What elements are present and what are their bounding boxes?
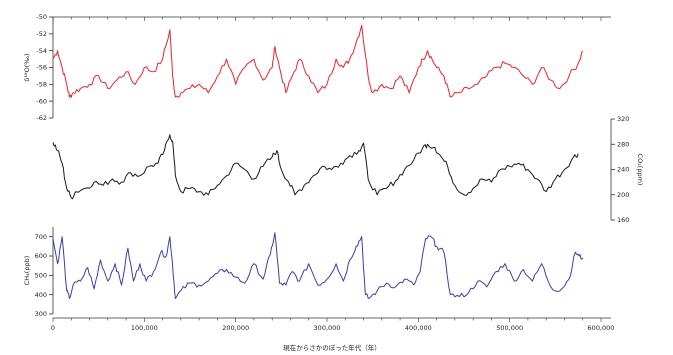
x-axis: 0 100,000 200,000 300,000 400,000 500,000 600,… bbox=[51, 317, 615, 352]
co2-y-tick-label: 240 bbox=[617, 166, 629, 174]
x-tick-label: 300,000 bbox=[314, 324, 341, 332]
x-tick-label: 500,000 bbox=[496, 324, 523, 332]
panels: -50 -52 -54 -56 -58 -60 -62 δ¹⁸O(‰) 160 200 240 280… bbox=[23, 13, 644, 318]
ch4-y-tick-label: 500 bbox=[35, 272, 47, 280]
x-tick-label: 0 bbox=[51, 324, 55, 332]
co2-y-tick-label: 320 bbox=[617, 115, 629, 123]
d18o-y-tick-label: -54 bbox=[36, 47, 47, 55]
panel-co2: 160 200 240 280 320 CO₂(ppm) bbox=[52, 115, 644, 224]
d18o-y-tick-label: -52 bbox=[36, 30, 47, 38]
d18o-y-tick-label: -50 bbox=[36, 13, 47, 21]
x-tick-label: 100,000 bbox=[131, 324, 158, 332]
x-tick-label: 200,000 bbox=[222, 324, 249, 332]
ch4-y-tick-label: 300 bbox=[35, 310, 47, 318]
x-axis-title: 現在からさかのぼった年代（年） bbox=[283, 343, 381, 352]
co2-y-axis-title: CO₂(ppm) bbox=[636, 154, 644, 186]
panel-ch4: 300 400 500 600 700 CH₄(ppb) bbox=[23, 227, 584, 318]
ch4-y-tick-label: 700 bbox=[35, 233, 47, 241]
ch4-y-axis-title: CH₄(ppb) bbox=[23, 256, 31, 285]
d18o-y-axis-title: δ¹⁸O(‰) bbox=[23, 53, 31, 81]
co2-y-tick-label: 280 bbox=[617, 140, 629, 148]
co2-series-line bbox=[52, 134, 579, 200]
d18o-y-tick-label: -60 bbox=[36, 97, 47, 105]
d18o-y-tick-label: -62 bbox=[36, 114, 47, 122]
ch4-series-line bbox=[52, 232, 584, 299]
x-tick-label: 600,000 bbox=[588, 324, 615, 332]
d18o-series-line bbox=[52, 24, 584, 98]
ch4-y-tick-label: 400 bbox=[35, 291, 47, 299]
panel-d18o: -50 -52 -54 -56 -58 -60 -62 δ¹⁸O(‰) bbox=[23, 13, 611, 122]
d18o-y-tick-label: -56 bbox=[36, 64, 47, 72]
d18o-y-tick-label: -58 bbox=[36, 81, 47, 89]
x-tick-label: 400,000 bbox=[405, 324, 432, 332]
co2-y-tick-label: 160 bbox=[617, 216, 629, 224]
co2-y-tick-label: 200 bbox=[617, 191, 629, 199]
ch4-y-tick-label: 600 bbox=[35, 252, 47, 260]
